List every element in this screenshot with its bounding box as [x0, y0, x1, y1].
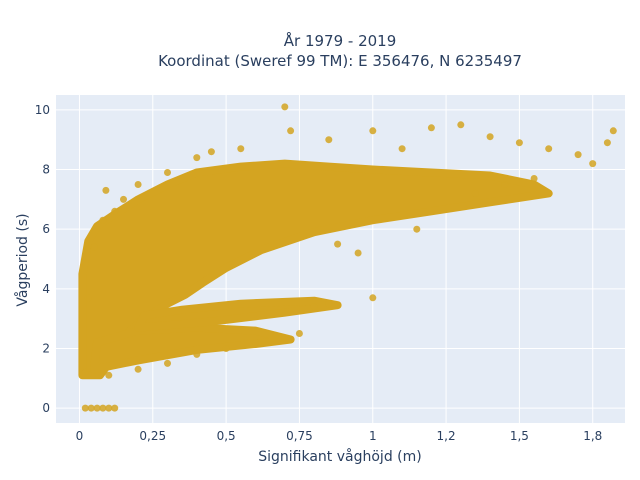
- data-point: [515, 139, 523, 147]
- data-point: [486, 133, 494, 141]
- data-point: [369, 127, 377, 135]
- data-point: [501, 181, 509, 188]
- data-point: [325, 300, 333, 308]
- data-point: [111, 404, 119, 412]
- data-point: [287, 127, 295, 135]
- data-point: [87, 404, 95, 412]
- y-tick-label: 0: [42, 401, 50, 415]
- data-point: [237, 145, 245, 153]
- data-point: [90, 243, 98, 251]
- x-tick-label: 1,2: [437, 429, 456, 443]
- data-point: [207, 148, 215, 156]
- data-point: [334, 240, 342, 248]
- x-tick-label: 1,5: [510, 429, 529, 443]
- data-point: [589, 160, 597, 168]
- data-point: [222, 345, 230, 352]
- data-point: [111, 207, 119, 215]
- data-point: [134, 181, 142, 188]
- data-point: [427, 124, 435, 132]
- y-tick-label: 10: [35, 103, 50, 117]
- data-point: [99, 216, 107, 224]
- y-tick-label: 6: [42, 222, 50, 236]
- x-axis-label: Signifikant våghöjd (m): [258, 448, 421, 465]
- data-cloud-region: [78, 159, 553, 380]
- x-tick-label: 0,25: [139, 429, 166, 443]
- data-cloud-region: [134, 296, 342, 332]
- data-point: [99, 404, 107, 412]
- data-point: [120, 195, 127, 203]
- data-point: [84, 294, 92, 302]
- x-tick-label: 0: [76, 429, 84, 443]
- data-point: [295, 330, 303, 337]
- data-point: [457, 121, 465, 129]
- data-point: [413, 225, 421, 233]
- x-tick-label: 0,75: [286, 429, 313, 443]
- data-point: [530, 175, 538, 182]
- data-points: [81, 103, 617, 412]
- data-point: [102, 186, 110, 194]
- data-point: [398, 145, 406, 153]
- y-tick-labels: 0 2 4 6 8 10: [35, 103, 50, 415]
- chart-title-line-2: Koordinat (Sweref 99 TM): E 356476, N 62…: [158, 52, 522, 70]
- x-tick-label: 0,5: [217, 429, 236, 443]
- data-point: [164, 359, 171, 367]
- data-point: [193, 350, 201, 358]
- data-point: [193, 154, 201, 162]
- data-point: [325, 136, 333, 144]
- data-point: [369, 294, 377, 302]
- data-cloud: [78, 159, 553, 380]
- data-point: [105, 371, 113, 379]
- data-point: [609, 127, 617, 135]
- y-tick-label: 8: [42, 163, 50, 177]
- data-cloud-region: [90, 323, 295, 374]
- data-point: [81, 404, 89, 412]
- x-tick-label: 1,8: [583, 429, 602, 443]
- data-point: [134, 365, 142, 373]
- data-point: [354, 249, 362, 257]
- data-point: [471, 189, 479, 197]
- chart-title-line-1: År 1979 - 2019: [284, 31, 397, 50]
- y-tick-label: 4: [42, 282, 50, 296]
- data-point: [310, 303, 318, 311]
- data-point: [164, 169, 171, 176]
- data-point: [281, 103, 289, 111]
- data-point: [545, 145, 553, 153]
- data-point: [81, 368, 89, 376]
- data-point: [93, 404, 101, 412]
- x-tick-labels: 0 0,25 0,5 0,75 1 1,2 1,5 1,8: [76, 429, 603, 443]
- y-tick-label: 2: [42, 341, 50, 355]
- data-point: [574, 151, 582, 159]
- data-point: [603, 139, 611, 147]
- x-tick-label: 1: [369, 429, 377, 443]
- data-point: [251, 339, 259, 346]
- data-point: [281, 336, 289, 343]
- data-point: [105, 404, 113, 412]
- y-axis-label: Vågperiod (s): [14, 213, 31, 306]
